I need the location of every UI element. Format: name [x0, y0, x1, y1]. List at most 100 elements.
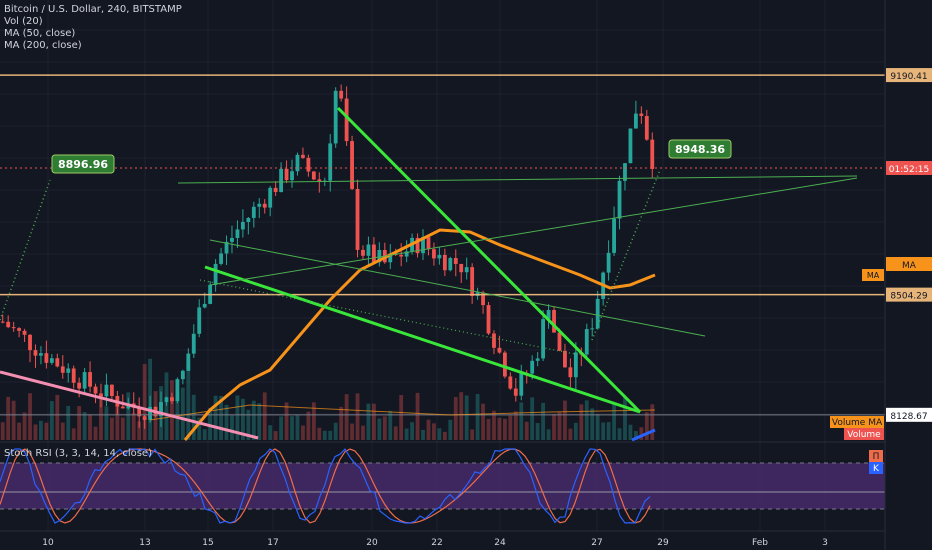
candle: [399, 254, 404, 257]
candle: [279, 168, 284, 193]
volume-bar: [464, 395, 469, 440]
volume-bar: [11, 400, 16, 440]
volume-bar: [421, 429, 425, 440]
volume-ma-tag-bg: [830, 416, 884, 428]
volume-bar: [524, 421, 529, 440]
stoch-rsi-legend[interactable]: Stoch RSI (3, 3, 14, 14, close): [4, 448, 152, 459]
volume-bar: [497, 417, 502, 440]
price-axis-label: 8504.29: [890, 292, 927, 302]
candle: [186, 353, 191, 371]
volume-bar: [573, 422, 578, 440]
candle: [617, 180, 622, 219]
volume-bar: [432, 423, 436, 440]
volume-bar: [71, 428, 76, 440]
volume-bar: [350, 423, 354, 440]
ma200-line[interactable]: [149, 404, 656, 421]
trendline-pink[interactable]: [0, 370, 259, 440]
trendline-thin[interactable]: [209, 177, 858, 286]
candle: [448, 258, 453, 271]
candle: [366, 244, 371, 256]
candle: [628, 128, 633, 164]
trendline-upper[interactable]: [336, 106, 642, 414]
candle: [437, 254, 442, 259]
volume-bar: [404, 428, 409, 440]
candle: [344, 98, 349, 142]
volume-bar: [639, 427, 644, 440]
volume-bar: [22, 412, 27, 440]
candle: [350, 141, 354, 189]
candle: [246, 217, 251, 222]
candle: [262, 203, 267, 208]
volume-bar: [131, 413, 136, 440]
candle: [257, 203, 262, 207]
volume-tag: Volume: [847, 430, 881, 440]
candle: [148, 406, 153, 420]
candle: [404, 251, 409, 257]
candle: [55, 358, 60, 367]
volume-bar: [623, 397, 627, 440]
price-axis-label: 9190.41: [890, 72, 927, 82]
volume-bar: [257, 403, 262, 440]
candle: [502, 352, 507, 377]
candle: [339, 90, 344, 99]
candle: [284, 168, 289, 181]
candle: [17, 328, 22, 331]
volume-bar: [513, 411, 518, 440]
stoch-k-line[interactable]: [0, 448, 651, 524]
candle: [235, 229, 240, 238]
legend-ma50[interactable]: MA (50, close): [4, 28, 76, 39]
candle: [595, 298, 600, 329]
candle: [301, 154, 305, 158]
volume-bar: [470, 429, 475, 440]
price-axis-label-bg: [886, 257, 932, 271]
volume-bar: [486, 418, 491, 440]
stoch-d-line[interactable]: [0, 448, 651, 524]
candle: [442, 254, 447, 271]
price-callout-box[interactable]: [668, 139, 732, 159]
ma-tag-bg: [862, 269, 884, 281]
candle: [606, 252, 611, 273]
volume-bar: [197, 417, 202, 440]
volume-bar: [284, 402, 289, 440]
volume-bar: [344, 394, 349, 440]
candle: [93, 386, 98, 394]
projection-line: [591, 169, 661, 341]
candle: [557, 332, 562, 351]
price-callout[interactable]: 8896.96: [58, 158, 108, 171]
volume-bar: [366, 403, 371, 440]
legend-ma200[interactable]: MA (200, close): [4, 40, 82, 51]
volume-bar: [415, 392, 420, 440]
price-callout[interactable]: 8948.36: [675, 143, 725, 156]
time-axis-label: 27: [591, 538, 602, 548]
trendline-lower[interactable]: [204, 265, 641, 414]
volume-bar: [164, 372, 169, 440]
ma-line[interactable]: [183, 228, 656, 441]
volume-bar: [88, 414, 92, 440]
candle: [639, 113, 644, 116]
candle: [513, 388, 518, 396]
volume-bar: [82, 412, 87, 440]
candle: [273, 187, 278, 193]
volume-bar: [557, 412, 562, 440]
price-callout-box[interactable]: [51, 154, 115, 174]
volume-bar: [377, 418, 382, 440]
candle: [563, 350, 567, 368]
candle: [71, 368, 76, 383]
trendline-thin[interactable]: [177, 175, 858, 184]
price-axis[interactable]: [885, 0, 932, 550]
volume-bar: [628, 424, 633, 440]
candle: [109, 384, 114, 396]
candle: [333, 90, 338, 144]
candle: [377, 249, 382, 263]
volume-bar: [33, 424, 38, 440]
trendline-thin[interactable]: [209, 239, 706, 337]
volume-bar: [208, 407, 213, 440]
legend-vol[interactable]: Vol (20): [4, 16, 43, 27]
volume-bar: [273, 431, 278, 440]
candle: [33, 350, 38, 356]
volume-bar: [93, 426, 98, 440]
volume-bar: [317, 427, 322, 440]
ma-tag: MA: [867, 271, 880, 280]
